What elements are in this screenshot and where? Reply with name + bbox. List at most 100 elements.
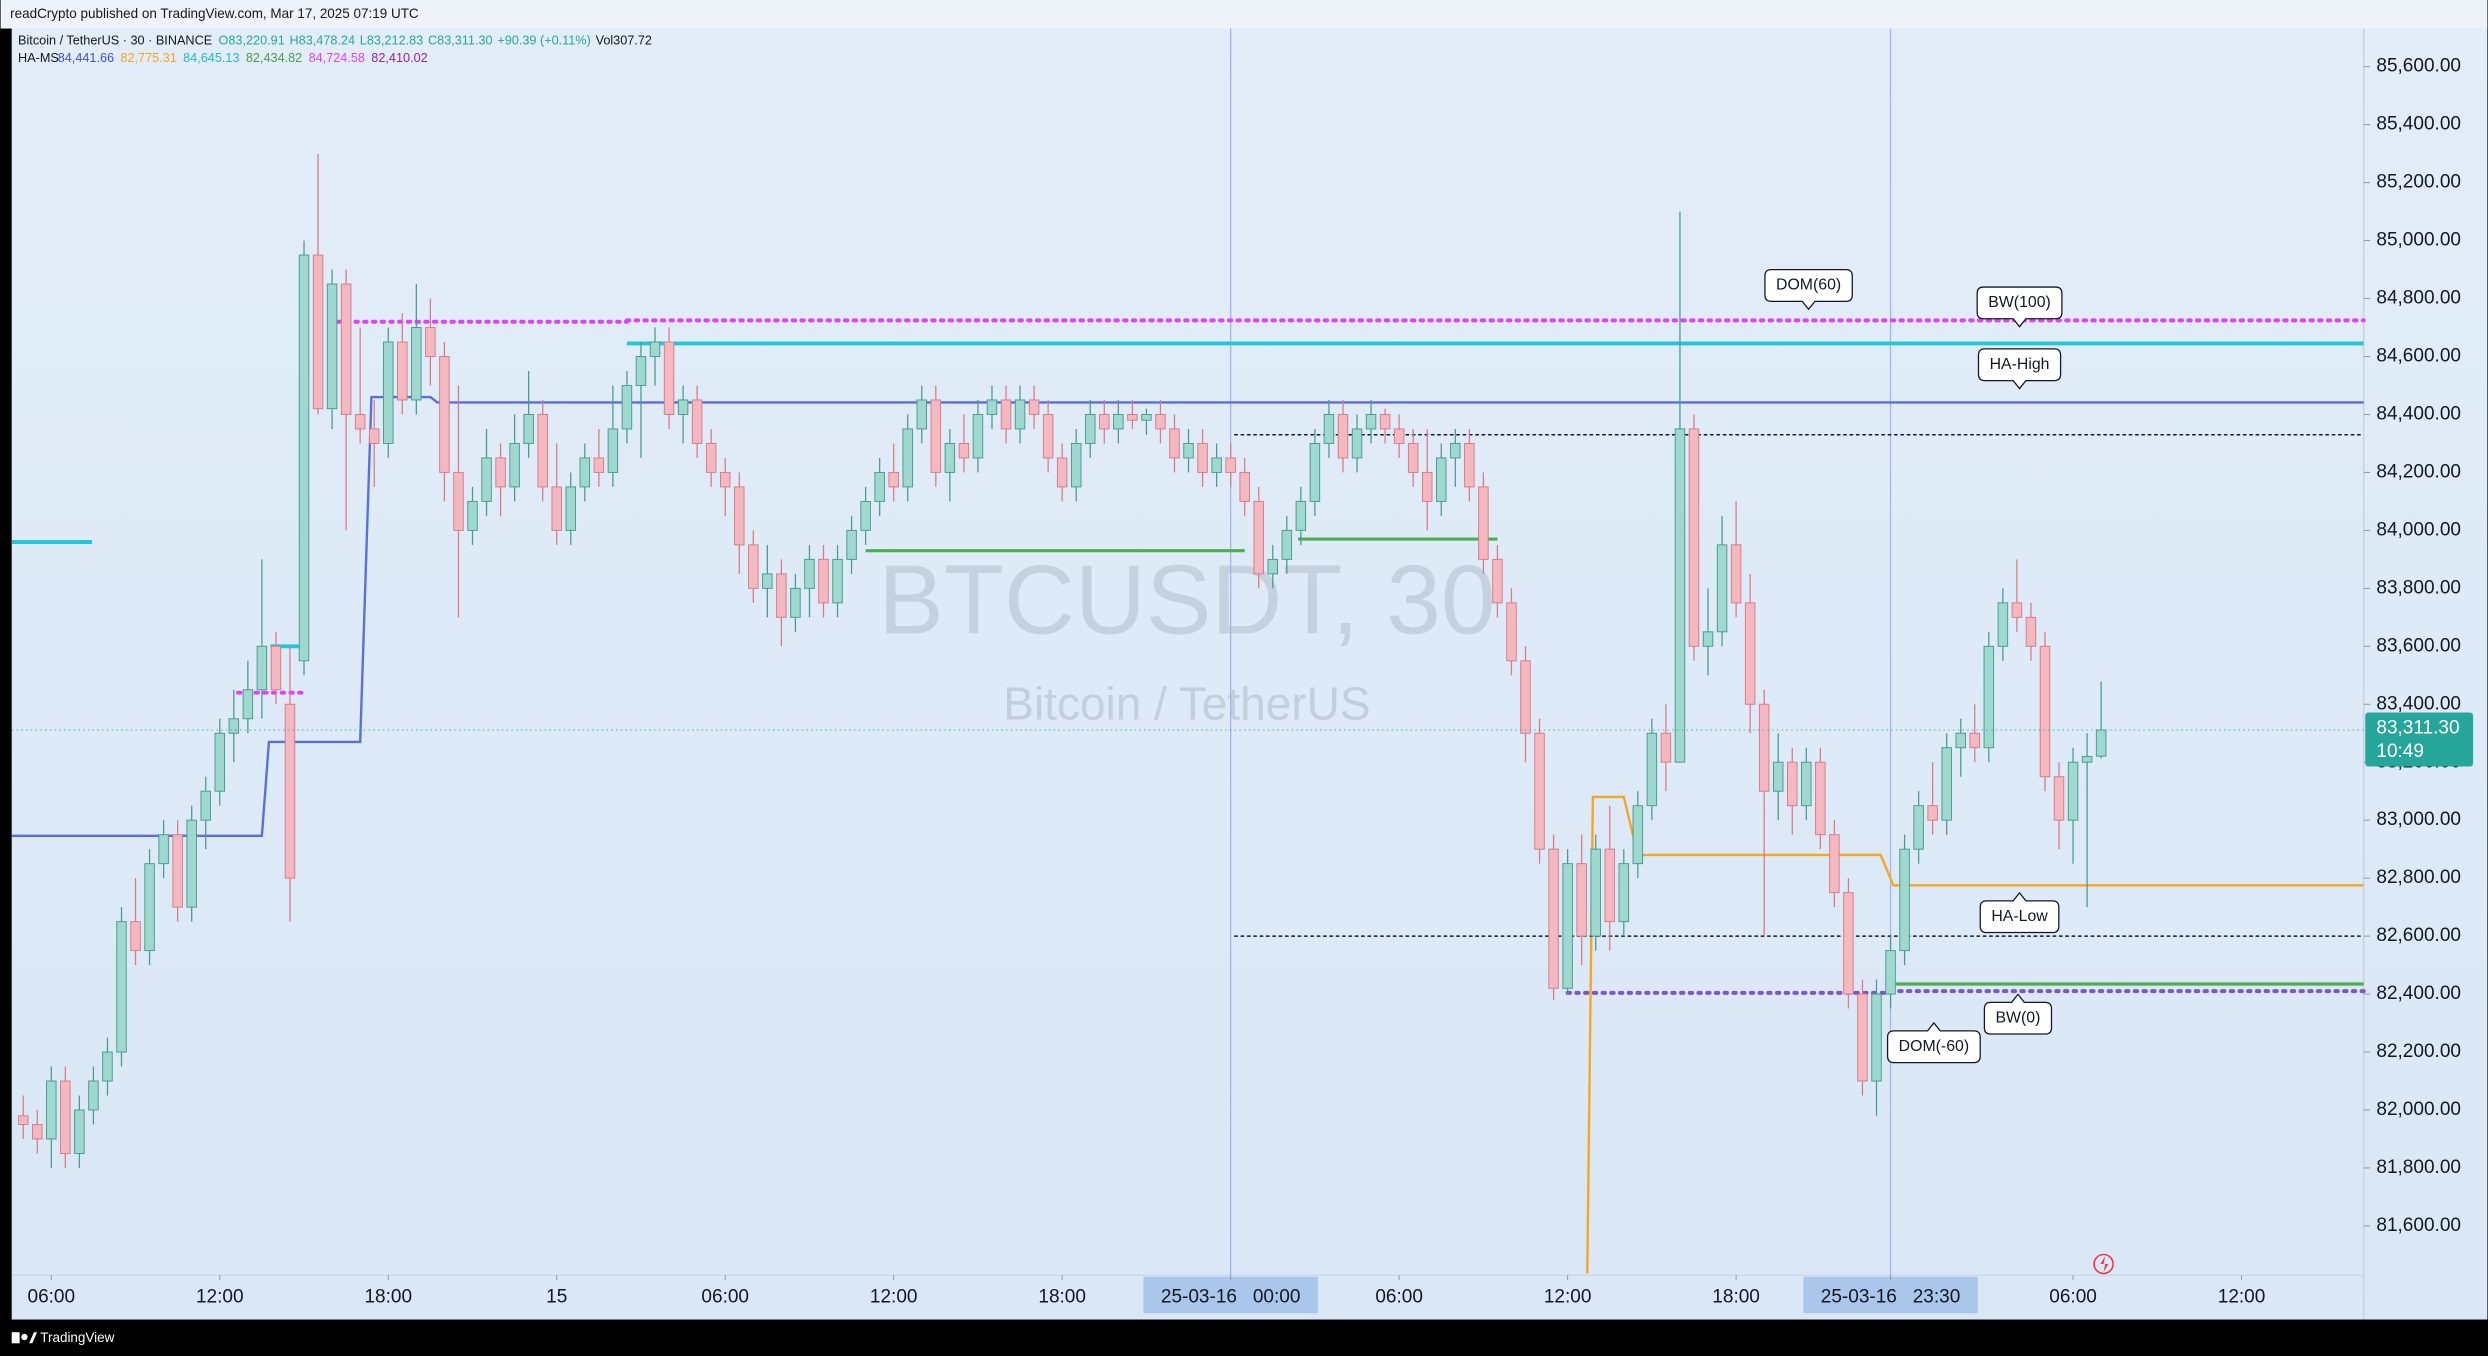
candle-body	[228, 718, 240, 734]
callout-label: HA-High	[1990, 356, 2050, 373]
y-tick-label: 85,400.00	[2376, 114, 2461, 135]
alert-icon[interactable]	[2093, 1253, 2114, 1275]
candle-body	[1323, 413, 1335, 444]
y-tick-label: 81,600.00	[2376, 1215, 2461, 1236]
candle-body	[74, 1109, 85, 1154]
candle-body	[1857, 993, 1868, 1082]
candle-body	[719, 471, 731, 488]
candle-body	[1899, 848, 1910, 952]
y-tick-label: 83,600.00	[2376, 635, 2461, 656]
y-tick-label: 82,800.00	[2376, 867, 2461, 888]
candle-body	[1014, 399, 1026, 430]
callout-label: DOM(-60)	[1899, 1038, 1969, 1055]
header-legend: Bitcoin / TetherUS · 30 · BINANCE O83,220…	[18, 34, 652, 65]
callout-label: HA-Low	[1991, 908, 2048, 925]
candle-body	[748, 544, 759, 589]
candle-body	[214, 732, 226, 792]
x-tick-highlight	[1803, 1276, 1978, 1314]
candle-body	[1913, 805, 1924, 850]
candle-body	[2053, 776, 2065, 821]
candle-body	[1730, 544, 1742, 604]
x-tick-highlight	[1143, 1276, 1318, 1314]
candle-body	[691, 399, 703, 444]
candle-body	[1197, 442, 1208, 473]
candle-body	[1127, 413, 1138, 421]
y-tick-label: 83,400.00	[2376, 693, 2461, 714]
candle-body	[1295, 500, 1307, 531]
candle-body	[1941, 747, 1952, 821]
candle-body	[270, 645, 282, 691]
candle-body	[986, 399, 998, 415]
candle-body	[1042, 413, 1054, 459]
x-tick-label: 12:00	[870, 1286, 918, 1307]
candle-body	[1618, 863, 1630, 923]
candle-body	[46, 1080, 57, 1140]
x-tick-label: 18:00	[1038, 1286, 1086, 1307]
candle-body	[1843, 892, 1854, 995]
candle-body	[1351, 428, 1363, 459]
ohlc-value: H83,478.24	[290, 34, 356, 48]
candle-body	[1969, 732, 1981, 749]
candle-body	[17, 1115, 29, 1125]
candle-body	[1099, 413, 1110, 430]
candle-body	[1590, 848, 1601, 937]
y-tick-label: 83,000.00	[2376, 809, 2461, 830]
candle-body	[1056, 457, 1068, 488]
y-tick-label: 84,400.00	[2376, 403, 2461, 424]
candle-body	[1141, 413, 1152, 421]
callout: HA-Low	[1979, 891, 2060, 934]
chart-background	[11, 0, 2488, 1320]
candle-body	[1520, 660, 1531, 734]
candle-body	[130, 921, 141, 952]
candle-body	[453, 471, 464, 531]
candle-body	[60, 1080, 71, 1154]
candle-body	[1239, 471, 1250, 502]
candle-body	[1604, 848, 1615, 923]
candle-body	[467, 500, 478, 531]
candle-body	[888, 471, 899, 488]
candle-body	[1436, 457, 1447, 502]
candle-body	[2095, 729, 2107, 757]
candle-body	[762, 573, 773, 589]
x-tick-label: 25-03-16 00:00	[1161, 1286, 1301, 1307]
candle-body	[1787, 761, 1798, 807]
callout-label: DOM(60)	[1776, 277, 1841, 294]
candle-body	[972, 413, 984, 459]
candle-body	[1548, 848, 1559, 989]
candle-body	[2039, 645, 2051, 778]
callout: HA-High	[1977, 348, 2062, 390]
candle-body	[1983, 645, 1995, 749]
candle-body	[172, 834, 183, 908]
candle-body	[1534, 732, 1545, 850]
callout-box	[1983, 993, 2053, 1035]
indicator-value: 82,775.31	[120, 51, 176, 65]
y-tick-label: 82,000.00	[2376, 1099, 2461, 1120]
x-tick-label: 06:00	[701, 1286, 749, 1307]
candle-body	[1464, 442, 1475, 488]
footer-logo	[11, 1332, 38, 1344]
footer-brand: TradingView	[40, 1330, 114, 1345]
y-tick-label: 84,000.00	[2376, 519, 2461, 540]
x-tick-label: 18:00	[1712, 1286, 1760, 1307]
candle-body	[340, 283, 352, 415]
candle-body	[1772, 761, 1784, 792]
candle-body	[116, 921, 127, 1053]
candle-body	[551, 486, 562, 531]
candle-body	[565, 486, 577, 531]
candle-body	[186, 819, 197, 908]
candle-body	[1955, 732, 1966, 749]
candle-body	[1309, 442, 1321, 502]
candle-body	[1997, 602, 2009, 647]
indicator-name: HA-MS	[18, 51, 59, 65]
x-tick-label: 15	[546, 1286, 567, 1307]
callout-box	[1979, 891, 2060, 934]
candle-body	[1393, 428, 1405, 444]
candle-body	[1478, 486, 1489, 560]
y-tick-label: 84,600.00	[2376, 346, 2461, 367]
candle-body	[1365, 413, 1377, 430]
plot	[11, 28, 2366, 1276]
candle-body	[677, 399, 689, 415]
x-tick-label: 12:00	[1544, 1286, 1592, 1307]
candle-body	[902, 428, 913, 488]
